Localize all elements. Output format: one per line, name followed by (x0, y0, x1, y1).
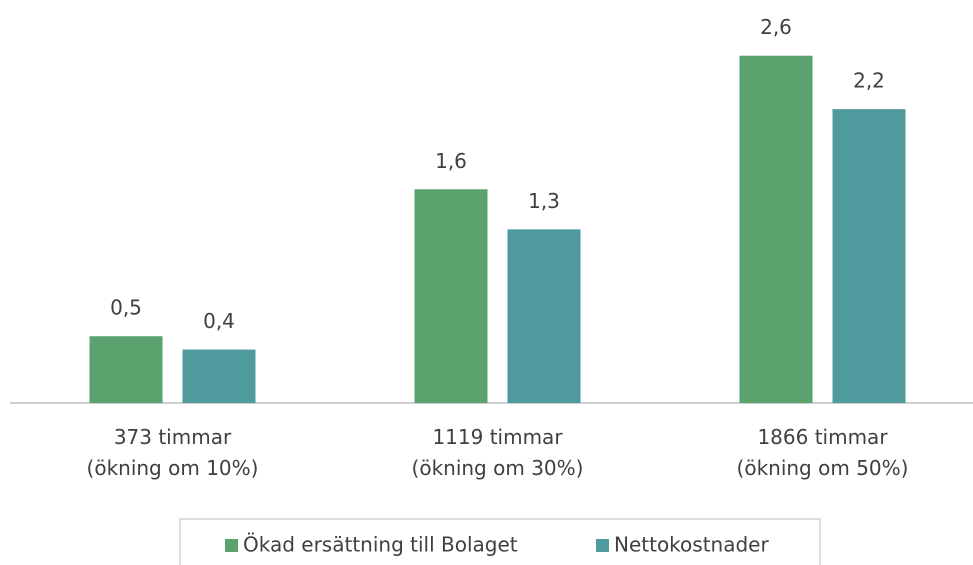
legend-label: Ökad ersättning till Bolaget (243, 533, 518, 557)
bar (182, 349, 256, 403)
data-label: 0,4 (203, 309, 235, 333)
bar (414, 189, 488, 403)
data-label: 1,3 (528, 189, 560, 213)
x-tick-label: 373 timmar (ökning om 10%) (86, 425, 259, 480)
data-label: 2,2 (853, 69, 885, 93)
bar (739, 55, 813, 403)
data-label: 1,6 (435, 149, 467, 173)
x-tick-label: 1866 timmar (ökning om 50%) (736, 425, 909, 480)
bar (832, 109, 906, 404)
legend-swatch (596, 539, 609, 552)
data-label: 2,6 (760, 15, 792, 39)
legend-label: Nettokostnader (614, 533, 769, 557)
bar (507, 229, 581, 403)
bar (89, 336, 163, 403)
data-label: 0,5 (110, 296, 142, 320)
legend-box (179, 518, 821, 565)
x-tick-label: 1119 timmar (ökning om 30%) (411, 425, 584, 480)
legend-swatch (225, 539, 238, 552)
